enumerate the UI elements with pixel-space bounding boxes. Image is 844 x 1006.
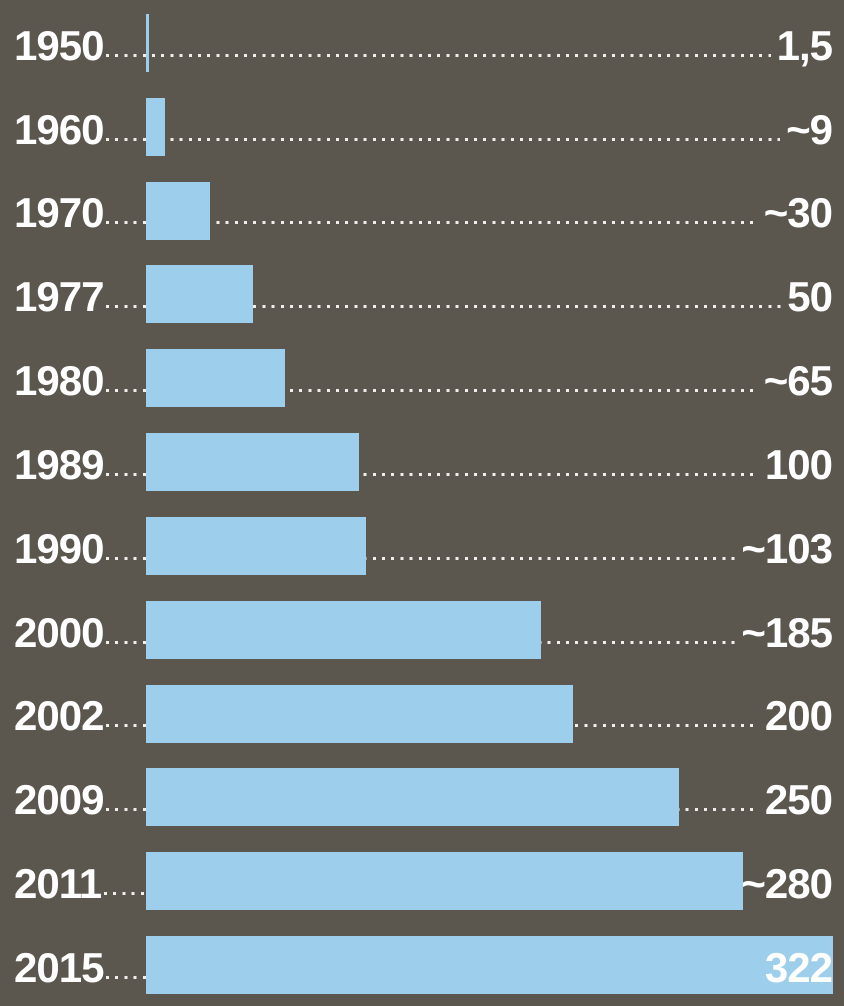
leader-dots-icon xyxy=(106,53,771,57)
bar xyxy=(146,852,744,911)
leader-dots-icon xyxy=(106,305,782,309)
bar-track xyxy=(146,684,833,743)
chart-row: 1977 50 xyxy=(0,251,844,335)
bar-track xyxy=(146,852,833,911)
year-label: 1960 xyxy=(14,105,104,153)
bar xyxy=(146,600,541,659)
chart-row: 1990 ~103 xyxy=(0,503,844,587)
value-label: ~65 xyxy=(763,357,833,405)
chart-row: 2015 322 xyxy=(0,922,844,1006)
chart-row: 1970 ~30 xyxy=(0,168,844,252)
value-label: 100 xyxy=(764,440,833,488)
leader-line: 1960 ~9 xyxy=(14,84,833,168)
bar xyxy=(146,14,150,72)
year-label: 2015 xyxy=(14,943,104,991)
year-label: 1970 xyxy=(14,189,104,237)
chart-row: 1989 100 xyxy=(0,419,844,503)
year-label: 2011 xyxy=(14,860,102,908)
leader-dots-icon xyxy=(106,221,758,225)
leader-dots-icon xyxy=(106,556,736,560)
leader-dots-icon xyxy=(106,389,758,393)
value-label: 322 xyxy=(764,943,833,991)
bar xyxy=(146,936,833,995)
bar xyxy=(146,97,166,156)
year-label: 1980 xyxy=(14,357,104,405)
leader-line: 1980 ~65 xyxy=(14,335,833,419)
leader-line: 1970 ~30 xyxy=(14,168,833,252)
chart-row: 2009 250 xyxy=(0,754,844,838)
value-label: ~9 xyxy=(786,105,833,153)
bar-track xyxy=(146,97,833,156)
value-label: ~280 xyxy=(741,860,833,908)
leader-line: 1950 1,5 xyxy=(14,0,833,84)
year-label: 1989 xyxy=(14,440,104,488)
year-label: 2000 xyxy=(14,608,104,656)
bar-track xyxy=(146,14,833,72)
value-label: 250 xyxy=(764,776,833,824)
value-label: ~30 xyxy=(763,189,833,237)
bar xyxy=(146,433,360,492)
bar xyxy=(146,349,285,408)
leader-line: 1977 50 xyxy=(14,251,833,335)
leader-dots-icon xyxy=(106,472,759,476)
bar xyxy=(146,768,680,827)
value-label: ~185 xyxy=(741,608,833,656)
chart-row: 1980 ~65 xyxy=(0,335,844,419)
bar xyxy=(146,265,253,324)
bar-track xyxy=(146,600,833,659)
bar-track xyxy=(146,349,833,408)
bar-track xyxy=(146,516,833,575)
bar-track xyxy=(146,768,833,827)
bar-track xyxy=(146,433,833,492)
chart-row: 1950 1,5 xyxy=(0,0,844,84)
chart-row: 2011 ~280 xyxy=(0,838,844,922)
chart-row: 1960 ~9 xyxy=(0,84,844,168)
bar xyxy=(146,516,366,575)
leader-line: 1989 100 xyxy=(14,419,833,503)
year-label: 1990 xyxy=(14,524,104,572)
bar-track xyxy=(146,936,833,995)
value-label: ~103 xyxy=(741,524,833,572)
value-label: 50 xyxy=(787,273,833,321)
year-label: 1977 xyxy=(14,273,104,321)
year-label: 2002 xyxy=(14,692,104,740)
value-label: 1,5 xyxy=(776,21,833,69)
leader-dots-icon xyxy=(106,137,781,141)
bar xyxy=(146,181,211,240)
chart-row: 2002 200 xyxy=(0,671,844,755)
year-label: 2009 xyxy=(14,776,104,824)
chart-row: 2000 ~185 xyxy=(0,587,844,671)
year-label: 1950 xyxy=(14,21,104,69)
bar xyxy=(146,684,573,743)
value-label: 200 xyxy=(764,692,833,740)
leader-line: 1990 ~103 xyxy=(14,503,833,587)
bar-track xyxy=(146,181,833,240)
bar-track xyxy=(146,265,833,324)
